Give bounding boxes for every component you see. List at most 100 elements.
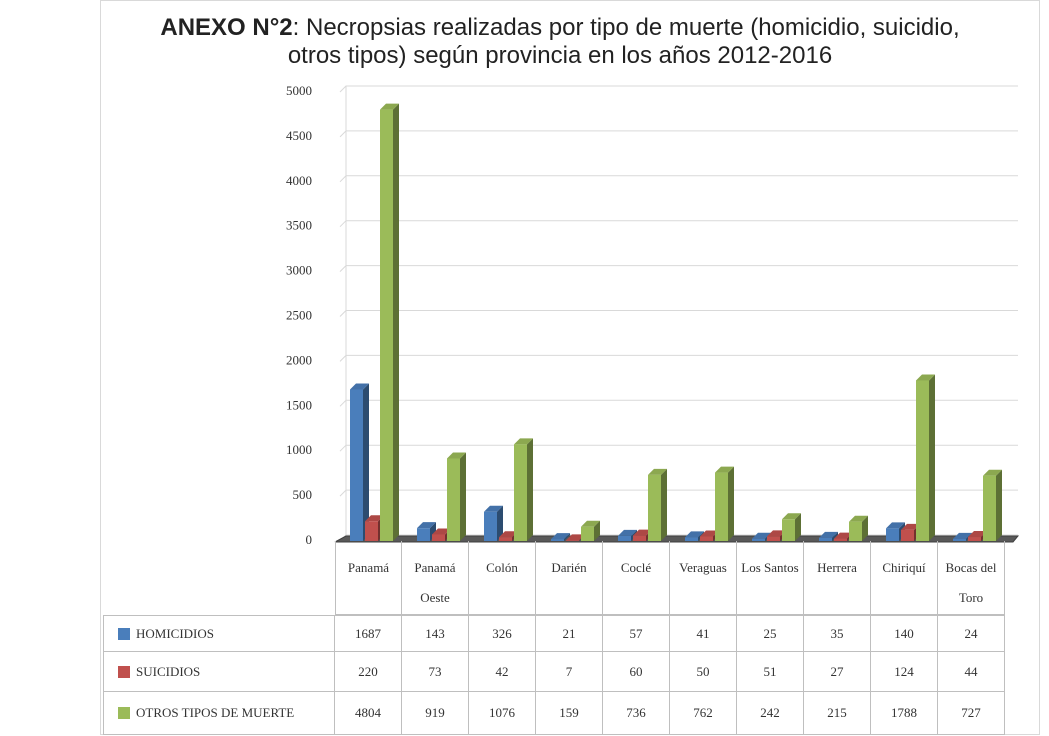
bar xyxy=(834,538,847,541)
bar xyxy=(916,380,929,541)
bar xyxy=(767,536,780,541)
bar xyxy=(566,540,579,541)
bar xyxy=(700,536,713,541)
table-header-cell: Panamá Oeste xyxy=(402,541,469,615)
table-value: 1788 xyxy=(871,692,938,735)
grid-line xyxy=(339,354,1018,362)
table-value: 143 xyxy=(402,615,469,652)
bar-top xyxy=(700,530,719,537)
grid-line xyxy=(339,85,1018,93)
bar xyxy=(849,521,862,541)
table-header-cell: Darién xyxy=(536,541,603,615)
bar xyxy=(499,537,512,541)
bar-side xyxy=(564,533,570,541)
bar-top xyxy=(514,438,533,445)
table-header-cell: Coclé xyxy=(603,541,670,615)
y-tick-label: 1000 xyxy=(286,442,312,457)
table-value: 24 xyxy=(938,615,1005,652)
table-value: 73 xyxy=(402,652,469,692)
legend-swatch xyxy=(118,665,130,678)
title-label: ANEXO N°2 xyxy=(160,14,293,41)
y-tick-label: 0 xyxy=(306,532,313,547)
legend-cell: OTROS TIPOS DE MUERTE xyxy=(103,692,335,735)
bar xyxy=(551,539,564,541)
bar xyxy=(819,537,832,541)
legend-swatch xyxy=(118,627,130,640)
y-tick-label: 3000 xyxy=(286,263,312,278)
title-text: : Necropsias realizadas por tipo de muer… xyxy=(287,14,960,69)
grid-line xyxy=(339,310,1018,317)
table-value: 326 xyxy=(469,615,536,652)
table-value: 220 xyxy=(335,652,402,692)
bar-top xyxy=(953,532,972,539)
bar xyxy=(432,534,445,541)
bar-top xyxy=(350,383,369,390)
bar xyxy=(715,472,728,541)
bar-top xyxy=(916,374,935,381)
table-header-cell: Bocas del Toro xyxy=(938,541,1005,615)
table-header-cell: Chiriquí xyxy=(871,541,938,615)
bar xyxy=(648,474,661,541)
bar-top xyxy=(849,515,868,522)
legend-cell: HOMICIDIOS xyxy=(103,615,335,652)
bar xyxy=(417,528,430,541)
table-value: 919 xyxy=(402,692,469,735)
bar-side xyxy=(460,452,466,541)
table-value: 7 xyxy=(536,652,603,692)
y-tick-label: 5000 xyxy=(286,83,312,98)
table-value: 44 xyxy=(938,652,1005,692)
table-value: 4804 xyxy=(335,692,402,735)
y-tick-label: 2500 xyxy=(286,307,312,322)
bar-top xyxy=(484,505,503,512)
bar-top xyxy=(417,522,436,529)
table-value: 159 xyxy=(536,692,603,735)
bar-top xyxy=(581,520,600,527)
table-header-cell: Colón xyxy=(469,541,536,615)
bar-top xyxy=(782,513,801,520)
table-value: 736 xyxy=(603,692,670,735)
bar xyxy=(752,538,765,541)
table-value: 35 xyxy=(804,615,871,652)
y-tick-label: 3500 xyxy=(286,218,312,233)
grid-line xyxy=(339,265,1018,272)
bar xyxy=(968,537,981,541)
bar xyxy=(514,444,527,541)
grid-line xyxy=(339,220,1018,228)
y-tick-label: 2000 xyxy=(286,352,312,367)
bar-top xyxy=(566,534,585,541)
table-value: 27 xyxy=(804,652,871,692)
bar-top xyxy=(715,466,734,473)
y-tick-label: 4500 xyxy=(286,128,312,143)
table-value: 51 xyxy=(737,652,804,692)
table-value: 762 xyxy=(670,692,737,735)
bar-side xyxy=(862,515,868,541)
bar xyxy=(782,519,795,541)
legend-label: HOMICIDIOS xyxy=(136,625,214,641)
bar-side xyxy=(795,513,801,541)
table-value: 1687 xyxy=(335,615,402,652)
bar-top xyxy=(633,529,652,536)
table-value: 242 xyxy=(737,692,804,735)
table-value: 140 xyxy=(871,615,938,652)
legend-label: OTROS TIPOS DE MUERTE xyxy=(136,705,295,720)
chart-title: ANEXO N°2: Necropsias realizadas por tip… xyxy=(150,14,970,70)
y-tick-label: 500 xyxy=(293,487,313,502)
bar-side xyxy=(661,468,667,541)
bar-side xyxy=(393,103,399,541)
bar-top xyxy=(834,532,853,539)
bar xyxy=(581,526,594,541)
table-value: 215 xyxy=(804,692,871,735)
bar xyxy=(380,109,393,541)
table-header-cell: Herrera xyxy=(804,541,871,615)
bar xyxy=(365,521,378,541)
bar-top xyxy=(648,468,667,475)
bar-side xyxy=(363,383,369,541)
bar-top xyxy=(365,515,384,522)
table-value: 21 xyxy=(536,615,603,652)
bar xyxy=(901,529,914,541)
bar xyxy=(685,537,698,541)
bar xyxy=(953,538,966,541)
bar-top xyxy=(901,523,920,530)
bar xyxy=(447,458,460,541)
